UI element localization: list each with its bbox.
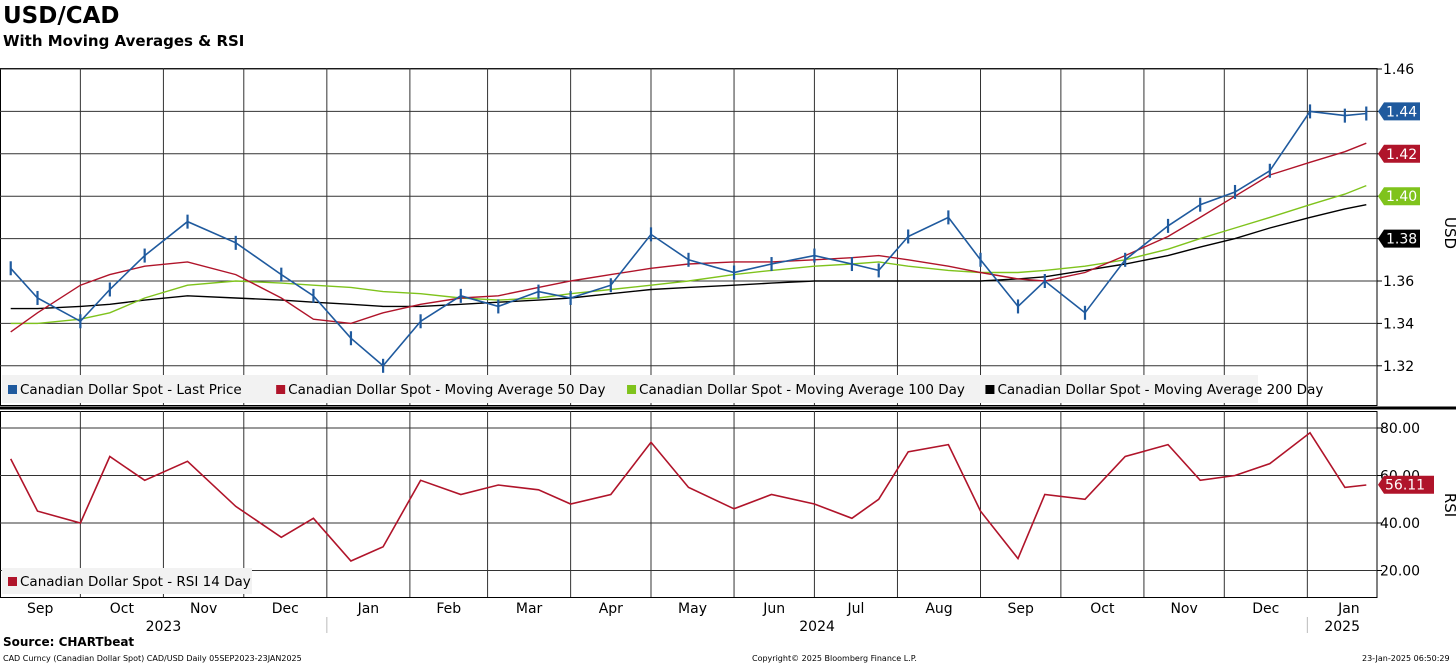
rsi-y-tick-label: 20.00 (1380, 564, 1420, 580)
legend-entry: Canadian Dollar Spot - Moving Average 20… (997, 382, 1323, 398)
last-value-label: 1.44 (1386, 104, 1417, 120)
legend-swatch (627, 385, 637, 394)
x-tick-label-month: Jan (357, 601, 380, 617)
rsi-last-value-label: 56.11 (1385, 478, 1425, 494)
x-tick-label-month: Dec (272, 601, 299, 617)
price-panel-frame (0, 68, 1378, 406)
x-tick-label-month: Aug (925, 601, 952, 617)
last-value-label: 1.42 (1386, 147, 1417, 163)
x-tick-label-month: Jan (1337, 601, 1360, 617)
x-tick-label-month: Dec (1252, 601, 1279, 617)
rsi-y-tick-label: 40.00 (1380, 516, 1420, 532)
legend-swatch (8, 385, 17, 394)
copyright-label: Copyright© 2025 Bloomberg Finance L.P. (752, 654, 917, 663)
x-tick-label-month: Mar (516, 601, 543, 617)
legend-entry: Canadian Dollar Spot - Moving Average 50… (288, 382, 605, 398)
rsi-legend-entry: Canadian Dollar Spot - RSI 14 Day (20, 574, 251, 590)
last-value-tag (1378, 102, 1420, 121)
rsi-last-value-tag (1378, 475, 1434, 494)
legend-swatch (985, 385, 995, 394)
series-line-ma-3 (10, 204, 1367, 310)
price-y-tick-label: 1.32 (1383, 359, 1414, 375)
last-value-tag (1378, 229, 1420, 248)
x-tick-label-month: Feb (436, 601, 461, 617)
chart-title: USD/CAD (3, 3, 120, 29)
series-line-ma-1 (10, 142, 1367, 333)
price-y-tick-label: 1.36 (1383, 274, 1414, 290)
rsi-legend-swatch (8, 577, 17, 586)
rsi-line (9, 431, 1367, 562)
x-tick-label-month: Jul (846, 601, 864, 617)
price-y-axis-title: USD (1441, 217, 1456, 249)
last-value-label: 1.40 (1386, 189, 1417, 205)
price-line (10, 110, 1367, 367)
legend-entry: Canadian Dollar Spot - Moving Average 10… (639, 382, 965, 398)
x-tick-label-month: Nov (190, 601, 217, 617)
x-year-label: 2024 (799, 619, 835, 635)
x-tick-label-month: Sep (27, 601, 54, 617)
rsi-panel-frame (0, 411, 1378, 598)
x-tick-label-month: Oct (1090, 601, 1115, 617)
last-value-label: 1.38 (1386, 232, 1417, 248)
rsi-y-axis-title: RSI (1441, 493, 1456, 517)
x-year-label: 2025 (1324, 619, 1360, 635)
ticker-label: CAD Curncy (Canadian Dollar Spot) CAD/US… (3, 654, 302, 663)
x-tick-label-month: Sep (1007, 601, 1034, 617)
rsi-y-tick-label: 80.00 (1380, 421, 1420, 437)
x-year-label: 2023 (146, 619, 182, 635)
chart-subtitle: With Moving Averages & RSI (3, 32, 245, 50)
x-tick-label-month: May (678, 601, 707, 617)
rsi-legend-box (2, 568, 252, 594)
last-value-tag (1378, 187, 1420, 206)
x-tick-label-month: Jun (762, 601, 785, 617)
x-tick-label-month: Apr (599, 601, 623, 617)
x-tick-label-month: Oct (110, 601, 135, 617)
price-y-tick-label: 1.46 (1383, 62, 1414, 78)
price-y-tick-label: 1.34 (1383, 316, 1414, 332)
legend-swatch (276, 385, 286, 394)
timestamp-label: 23-Jan-2025 06:50:29 (1362, 654, 1450, 663)
source-label: Source: CHARTbeat (3, 635, 135, 649)
series-line-ma-2 (10, 184, 1367, 325)
legend-entry: Canadian Dollar Spot - Last Price (20, 382, 242, 398)
last-value-tag (1378, 144, 1420, 163)
x-tick-label-month: Nov (1170, 601, 1197, 617)
